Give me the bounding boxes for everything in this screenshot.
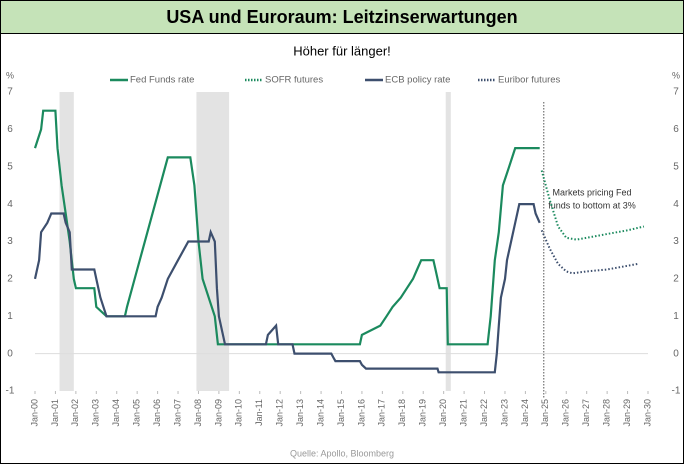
y-tick-label: 6 — [7, 124, 13, 135]
x-tick-label: Jan-12 — [275, 399, 285, 427]
annotation: Markets pricing Fed — [552, 187, 631, 197]
x-tick-label: Jan-27 — [581, 399, 591, 427]
y2-tick-label: 5 — [673, 161, 679, 172]
y2-tick-label: 4 — [673, 199, 679, 210]
y2-tick-label: 1 — [673, 311, 679, 322]
chart-title: USA und Euroraum: Leitzinserwartungen — [166, 7, 517, 27]
recession-band — [59, 92, 74, 391]
y-tick-label: 4 — [7, 199, 13, 210]
x-tick-label: Jan-11 — [254, 399, 264, 426]
y2-tick-label: 7 — [673, 87, 679, 98]
x-tick-label: Jan-24 — [520, 399, 530, 427]
x-tick-label: Jan-04 — [111, 399, 121, 427]
y2-tick-label: 3 — [673, 236, 679, 247]
y-tick-label: 2 — [7, 274, 13, 285]
legend-label: SOFR futures — [265, 75, 323, 86]
legend-label: Fed Funds rate — [130, 75, 194, 86]
recession-band — [445, 92, 451, 391]
x-tick-label: Jan-18 — [397, 399, 407, 427]
x-tick-label: Jan-08 — [193, 399, 203, 427]
series-line — [33, 109, 540, 346]
x-tick-label: Jan-06 — [152, 399, 162, 427]
x-tick-label: Jan-23 — [499, 399, 509, 427]
x-tick-label: Jan-25 — [540, 399, 550, 427]
y-tick-label: -1 — [6, 386, 15, 397]
x-tick-label: Jan-00 — [29, 399, 39, 427]
x-tick-label: Jan-22 — [479, 399, 489, 427]
y2-tick-label: 2 — [673, 274, 679, 285]
x-tick-label: Jan-19 — [418, 399, 428, 427]
source: Quelle: Apollo, Bloomberg — [290, 448, 394, 458]
x-tick-label: Jan-28 — [602, 399, 612, 427]
y-tick-label: 0 — [7, 348, 13, 359]
x-tick-label: Jan-20 — [438, 399, 448, 427]
y2-tick-label: 0 — [673, 348, 679, 359]
y2-tick-label: -1 — [672, 386, 681, 397]
x-tick-label: Jan-01 — [50, 399, 60, 427]
x-tick-label: Jan-10 — [234, 399, 244, 427]
annotation: funds to bottom at 3% — [548, 200, 636, 210]
x-tick-label: Jan-07 — [172, 399, 182, 427]
x-tick-label: Jan-21 — [458, 399, 468, 427]
y-tick-label: 3 — [7, 236, 13, 247]
header — [0, 0, 684, 34]
x-tick-label: Jan-03 — [91, 399, 101, 427]
y-tick-label: 5 — [7, 161, 13, 172]
x-tick-label: Jan-02 — [70, 399, 80, 427]
y2-tick-label: 6 — [673, 124, 679, 135]
subtitle: Höher für länger! — [293, 43, 391, 58]
y2-axis-label: % — [672, 70, 680, 80]
series-line — [33, 203, 541, 374]
x-tick-label: Jan-13 — [295, 399, 305, 427]
x-tick-label: Jan-09 — [213, 399, 223, 427]
x-tick-label: Jan-29 — [622, 399, 632, 427]
x-tick-label: Jan-14 — [315, 399, 325, 427]
legend-label: ECB policy rate — [385, 75, 450, 86]
x-tick-label: Jan-15 — [336, 399, 346, 427]
legend-label: Euribor futures — [498, 75, 561, 86]
x-tick-label: Jan-05 — [132, 399, 142, 427]
x-tick-label: Jan-17 — [377, 399, 387, 427]
x-tick-label: Jan-16 — [356, 399, 366, 427]
y-axis-label: % — [6, 70, 14, 80]
y-tick-label: 1 — [7, 311, 13, 322]
x-tick-label: Jan-26 — [561, 399, 571, 427]
y-tick-label: 7 — [7, 87, 13, 98]
x-tick-label: Jan-30 — [642, 399, 652, 427]
